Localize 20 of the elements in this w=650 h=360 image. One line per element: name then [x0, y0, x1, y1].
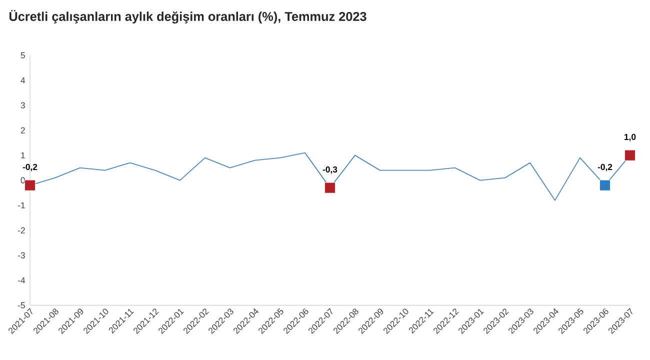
- data-label: -0,2: [598, 164, 612, 172]
- point: [324, 182, 336, 194]
- y-tick-label: 0: [20, 177, 25, 184]
- y-tick-label: -2: [18, 227, 25, 234]
- y-tick-label: -3: [18, 252, 25, 258]
- chart-title: Ücretli çalışanların aylık değişim oranları (%), Temmuz 2023: [9, 10, 366, 24]
- y-tick-label: 3: [20, 102, 25, 108]
- point: [624, 150, 636, 161]
- data-label: 1,0: [624, 134, 636, 142]
- y-tick-label: -4: [18, 277, 26, 284]
- y-tick-label: -5: [18, 302, 25, 308]
- data-label: -0,3: [322, 166, 338, 174]
- data-label: -0,2: [22, 164, 38, 172]
- point: [599, 180, 611, 191]
- y-tick-label: 4: [20, 77, 26, 84]
- y-tick-label: -1: [18, 202, 25, 208]
- y-tick-label: 2: [20, 127, 25, 134]
- y-tick-label: 1: [21, 152, 25, 158]
- y-tick-label: 5: [20, 52, 25, 58]
- point: [24, 180, 36, 191]
